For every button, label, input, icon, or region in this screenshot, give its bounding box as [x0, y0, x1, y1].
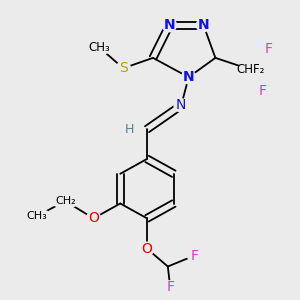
Ellipse shape	[51, 195, 80, 208]
Ellipse shape	[188, 249, 202, 262]
Ellipse shape	[182, 70, 196, 84]
Ellipse shape	[23, 209, 51, 223]
Ellipse shape	[256, 84, 270, 97]
Ellipse shape	[85, 41, 114, 54]
Text: CH₂: CH₂	[55, 196, 76, 206]
Ellipse shape	[163, 281, 177, 294]
Text: CH₃: CH₃	[88, 41, 110, 54]
Text: O: O	[142, 242, 152, 256]
Text: H: H	[124, 123, 134, 136]
Ellipse shape	[115, 123, 144, 136]
Ellipse shape	[162, 19, 176, 32]
Text: F: F	[166, 280, 174, 294]
Ellipse shape	[196, 19, 211, 32]
Text: N: N	[176, 98, 186, 112]
Text: CHF₂: CHF₂	[237, 63, 265, 76]
Text: F: F	[259, 84, 267, 98]
Text: S: S	[119, 61, 128, 75]
Text: O: O	[88, 212, 99, 225]
Text: N: N	[183, 70, 194, 84]
Ellipse shape	[262, 42, 276, 56]
Text: CH₃: CH₃	[27, 211, 47, 221]
Ellipse shape	[86, 212, 101, 225]
Ellipse shape	[237, 63, 266, 76]
Text: F: F	[265, 42, 273, 56]
Text: F: F	[190, 248, 199, 262]
Text: N: N	[164, 18, 175, 32]
Ellipse shape	[174, 99, 188, 112]
Ellipse shape	[116, 62, 130, 75]
Ellipse shape	[140, 242, 154, 255]
Text: N: N	[198, 18, 209, 32]
